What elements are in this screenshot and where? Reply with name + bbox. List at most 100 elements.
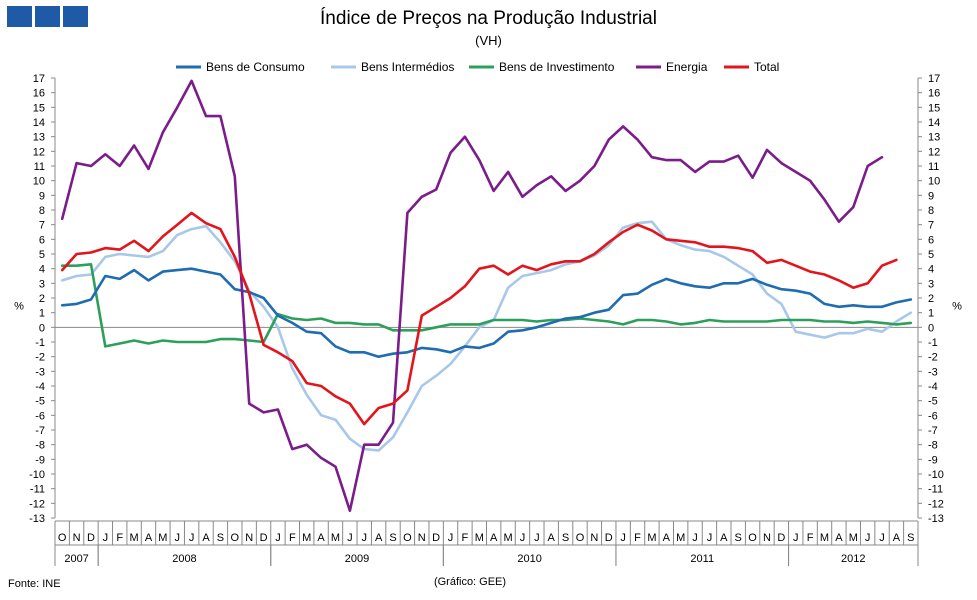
y-tick-label-left: -13 (29, 513, 45, 525)
x-tick-label: O (748, 532, 757, 544)
x-tick-label: M (130, 532, 139, 544)
x-tick-label: J (361, 532, 367, 544)
y-tick-label-left: 13 (33, 132, 45, 144)
x-tick-label: F (289, 532, 296, 544)
y-tick-label-left: 14 (33, 117, 45, 129)
x-tick-label: A (317, 532, 325, 544)
year-label: 2008 (172, 553, 196, 565)
legend-label: Bens de Consumo (206, 60, 305, 74)
x-tick-label: J (879, 532, 885, 544)
y-tick-label-left: 1 (39, 308, 45, 320)
x-tick-label: A (548, 532, 556, 544)
y-tick-label-left: -11 (30, 484, 45, 496)
y-tick-label-left: 12 (33, 146, 45, 158)
x-tick-label: N (73, 532, 81, 544)
legend-label: Bens Intermédios (361, 60, 454, 74)
y-tick-label-right: 8 (928, 205, 934, 217)
y-tick-label-right: 13 (928, 132, 940, 144)
y-tick-label-right: -13 (928, 513, 944, 525)
y-tick-label-left: 2 (39, 293, 45, 305)
y-tick-label-right: -6 (928, 410, 938, 422)
x-tick-label: O (403, 532, 412, 544)
x-tick-label: F (634, 532, 641, 544)
x-tick-label: O (58, 532, 67, 544)
y-tick-label-left: -4 (35, 381, 45, 393)
x-tick-label: S (389, 532, 396, 544)
source-note: Fonte: INE (8, 578, 61, 590)
legend-label: Bens de Investimento (499, 60, 615, 74)
y-tick-label-left: 11 (34, 161, 45, 173)
y-tick-label-right: 7 (928, 220, 934, 232)
x-tick-label: M (331, 532, 340, 544)
x-tick-label: F (116, 532, 123, 544)
x-tick-label: N (245, 532, 253, 544)
y-tick-label-right: 1 (928, 308, 934, 320)
chart-title: Índice de Preços na Produção Industrial (320, 8, 657, 29)
x-tick-label: J (103, 532, 109, 544)
y-axis-label-left: % (14, 300, 24, 312)
y-tick-label-left: 10 (33, 176, 45, 188)
x-tick-label: A (202, 532, 210, 544)
x-tick-label: F (807, 532, 814, 544)
y-tick-label-left: 9 (39, 190, 45, 202)
x-tick-label: A (720, 532, 728, 544)
y-tick-label-right: 10 (928, 176, 940, 188)
y-tick-label-left: -3 (35, 366, 45, 378)
y-tick-label-right: -1 (928, 337, 938, 349)
x-tick-label: J (793, 532, 799, 544)
y-tick-label-right: 6 (928, 234, 934, 246)
logo-square-1 (7, 6, 32, 27)
x-tick-label: D (605, 532, 613, 544)
y-tick-label-right: -10 (928, 469, 944, 481)
year-label: 2011 (690, 553, 714, 565)
year-label: 2007 (64, 553, 88, 565)
series-line-bens-interm-dios (60, 220, 913, 452)
y-tick-label-right: -5 (928, 396, 938, 408)
chart-subtitle: (VH) (475, 33, 502, 48)
y-tick-label-left: 3 (39, 278, 45, 290)
y-tick-label-left: -9 (35, 454, 45, 466)
y-tick-label-right: 14 (928, 117, 940, 129)
logo-square-3 (63, 6, 88, 27)
y-tick-label-right: 2 (928, 293, 934, 305)
x-tick-label: S (562, 532, 569, 544)
y-tick-label-left: 4 (39, 264, 45, 276)
x-tick-label: J (189, 532, 195, 544)
y-tick-label-right: 16 (928, 88, 940, 100)
year-label: 2009 (345, 553, 369, 565)
x-tick-label: M (676, 532, 685, 544)
x-tick-label: M (475, 532, 484, 544)
x-tick-label: M (302, 532, 311, 544)
x-tick-label: J (692, 532, 698, 544)
legend-label: Total (754, 60, 779, 74)
y-tick-label-right: -4 (928, 381, 938, 393)
x-tick-label: A (490, 532, 498, 544)
x-tick-label: N (590, 532, 598, 544)
x-tick-label: J (707, 532, 713, 544)
y-tick-label-right: -2 (928, 352, 938, 364)
x-tick-label: A (835, 532, 843, 544)
y-tick-label-left: -10 (29, 469, 45, 481)
y-tick-label-left: -5 (35, 396, 45, 408)
x-tick-label: O (231, 532, 240, 544)
x-tick-label: S (907, 532, 914, 544)
x-tick-label: J (448, 532, 454, 544)
x-tick-label: S (735, 532, 742, 544)
y-tick-label-right: -7 (928, 425, 938, 437)
y-tick-label-right: -12 (928, 498, 944, 510)
x-tick-label: A (663, 532, 671, 544)
y-tick-label-left: 16 (33, 88, 45, 100)
y-tick-label-right: -11 (928, 484, 943, 496)
y-tick-label-right: 12 (928, 146, 940, 158)
y-tick-label-left: -2 (35, 352, 45, 364)
x-tick-label: J (347, 532, 353, 544)
x-tick-label: D (87, 532, 95, 544)
series-line-bens-de-investimento (60, 262, 913, 348)
y-tick-label-left: 17 (33, 73, 45, 85)
x-tick-label: F (462, 532, 469, 544)
y-tick-label-left: -7 (35, 425, 45, 437)
y-tick-label-right: -8 (928, 440, 938, 452)
y-tick-label-right: 5 (928, 249, 934, 261)
y-tick-label-left: 6 (39, 234, 45, 246)
x-tick-label: S (217, 532, 224, 544)
